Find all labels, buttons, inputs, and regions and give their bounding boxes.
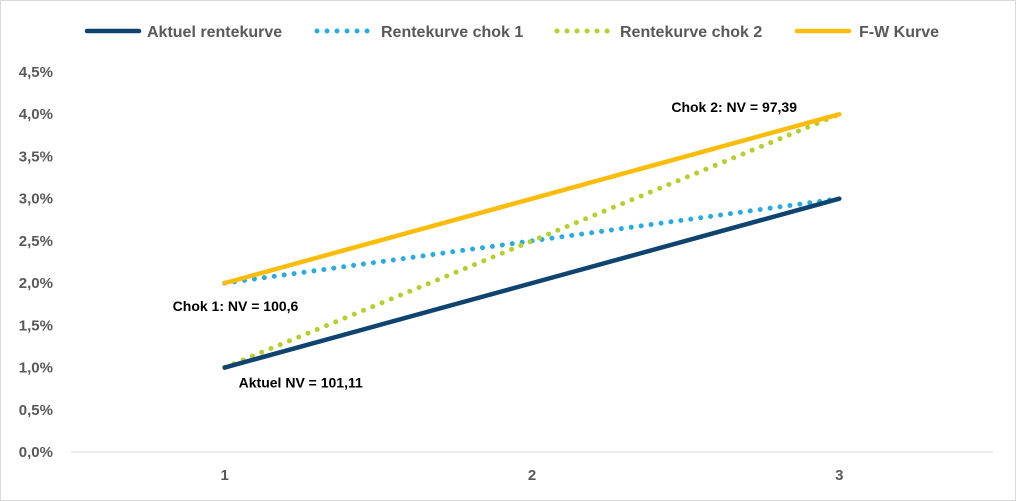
series-line [222,111,842,371]
legend-label: Rentekurve chok 1 [381,24,523,41]
y-tick-label: 2,5% [19,233,53,250]
legend-label: F-W Kurve [859,24,939,41]
x-tick-label: 2 [528,467,536,484]
x-tick-label: 3 [835,467,843,484]
y-tick-label: 1,5% [19,317,53,334]
y-tick-label: 2,0% [19,275,53,292]
annotation-layer: Chok 2: NV = 97,39 Chok 1: NV = 100,6 Aktu… [173,99,798,390]
annotation-label: Chok 1: NV = 100,6 [173,298,299,314]
y-tick-label: 4,0% [19,106,53,123]
y-tick-label: 3,5% [19,148,53,165]
legend-label: Aktuel rentekurve [147,24,282,41]
y-tick-label: 4,5% [19,64,53,81]
y-tick-label: 0,0% [19,444,53,461]
legend: Aktuel rentekurve Rentekurve chok 1 Rentek… [84,24,939,41]
series-line [222,111,842,286]
annotation-label: Aktuel NV = 101,11 [239,375,363,391]
series-layer [222,111,842,371]
y-tick-label: 1,0% [19,360,53,377]
x-tick-label: 1 [220,467,228,484]
x-axis: 1 2 3 [71,451,993,484]
y-tick-label: 0,5% [19,402,53,419]
annotation-label: Chok 2: NV = 97,39 [671,99,797,115]
y-tick-label: 3,0% [19,191,53,208]
series-line [222,196,842,370]
legend-label: Rentekurve chok 2 [620,24,762,41]
y-axis: 0,0% 0,5% 1,0% 1,5% 2,0% 2,5% 3,0% 3,5% 4,0% 4,5% [19,64,53,461]
